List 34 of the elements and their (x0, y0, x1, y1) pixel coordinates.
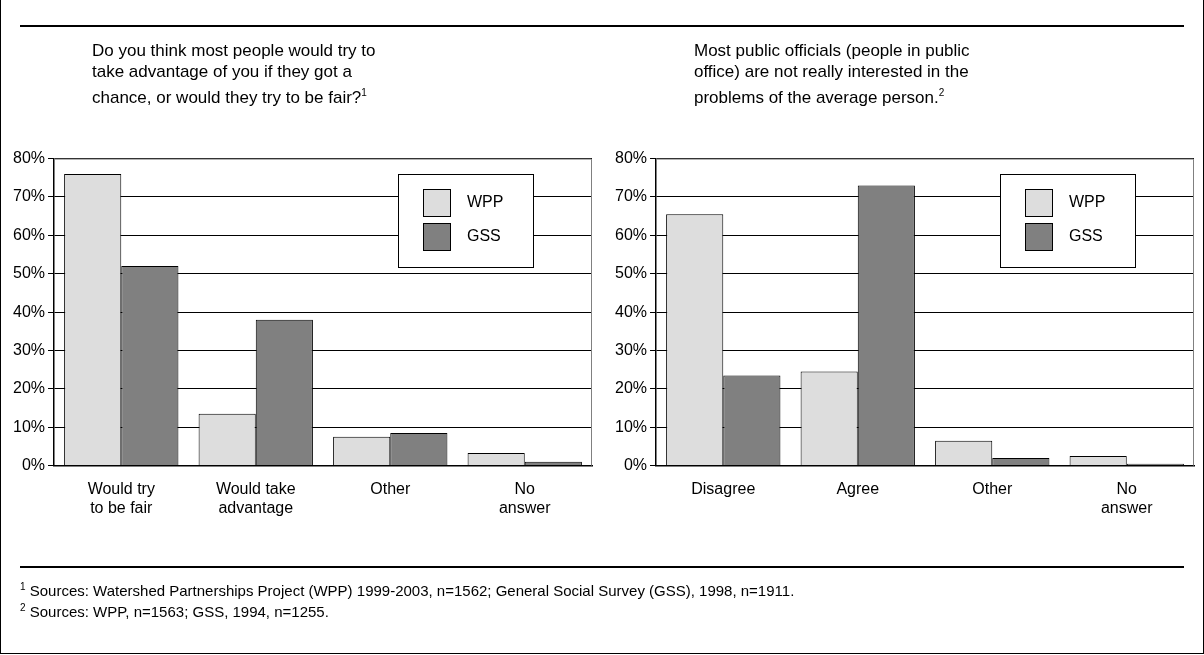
legend-label: WPP (467, 191, 504, 212)
x-tick-label: No answer (498, 479, 552, 516)
y-tick-label: 30% (614, 340, 648, 358)
x-tick-label: No answer (1100, 479, 1154, 516)
text: $^{2}$ Sources: WPP, n=1563; GSS, 1994, n=1255. (20, 601, 330, 620)
x-tick-label: Other (972, 479, 1013, 497)
x-tick-label: Other (370, 479, 411, 497)
y-tick-label: 20% (614, 379, 648, 397)
y-tick-label: 10% (12, 417, 46, 435)
y-tick-label: 10% (614, 417, 648, 435)
y-tick-label: 60% (614, 225, 648, 243)
y-tick-label: 80% (614, 149, 648, 167)
x-tick-label: Would take advantage (215, 479, 296, 516)
x-tick-label: Would try to be fair (87, 479, 155, 516)
text: $^{1}$ Sources: Watershed Partnerships Project (WPP) 1999-2003, n=1562; General Social Survey (GSS), 1998, n=1911. (20, 580, 795, 599)
y-tick-label: 40% (12, 302, 46, 320)
y-tick-label: 70% (614, 187, 648, 205)
legend-label: GSS (1069, 225, 1103, 246)
y-tick-label: 30% (12, 340, 46, 358)
legend-label: GSS (467, 225, 501, 246)
y-tick-label: 0% (623, 456, 648, 474)
chart-title: Do you think most people would try to take advantage of you if they got a chance, or would they try to be fair?$^{1}$ (92, 40, 377, 108)
y-tick-label: 20% (12, 379, 46, 397)
x-tick-label: Disagree (691, 479, 756, 497)
y-tick-label: 50% (12, 264, 46, 282)
y-tick-label: 50% (614, 264, 648, 282)
chart-title: Most public officials (people in public office) are not really interested in the problems of the average person.$^{2}$ (694, 40, 971, 108)
y-tick-label: 40% (614, 302, 648, 320)
legend-label: WPP (1069, 191, 1106, 212)
x-tick-label: Agree (836, 479, 880, 497)
y-tick-label: 80% (12, 149, 46, 167)
y-tick-label: 0% (21, 456, 46, 474)
y-tick-label: 60% (12, 225, 46, 243)
y-tick-label: 70% (12, 187, 46, 205)
